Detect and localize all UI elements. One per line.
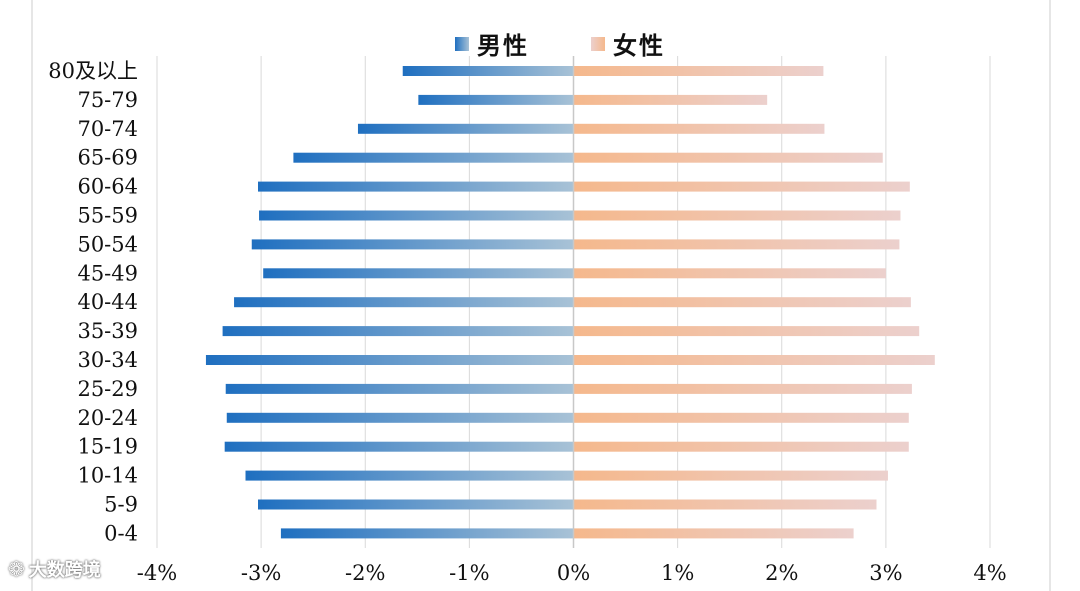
- category-label-13: 15-19: [77, 435, 138, 459]
- bar-female-13: [573, 441, 909, 452]
- x-tick-label-0: -4%: [137, 561, 177, 585]
- bar-male-3: [293, 152, 574, 163]
- labels: 80及以上 75-79 70-74 65-69 60-64 55-59 50-54 45-49…: [48, 59, 1006, 585]
- legend-item-male[interactable]: 男性: [455, 26, 529, 61]
- bar-male-1: [418, 94, 574, 105]
- category-label-0: 80及以上: [48, 59, 138, 83]
- category-label-14: 10-14: [77, 464, 138, 488]
- bar-male-15: [258, 499, 574, 510]
- bar-female-1: [573, 94, 768, 105]
- legend: 男性 女性: [455, 26, 727, 61]
- x-tick-label-6: 2%: [765, 561, 798, 585]
- bar-male-12: [226, 412, 574, 423]
- bar-male-5: [259, 210, 574, 221]
- category-label-7: 45-49: [77, 261, 138, 285]
- category-label-3: 65-69: [77, 146, 138, 170]
- bar-female-12: [573, 412, 909, 423]
- x-tick-label-8: 4%: [973, 561, 1006, 585]
- bar-male-6: [251, 239, 574, 250]
- category-label-12: 20-24: [77, 406, 138, 430]
- bar-male-0: [402, 66, 574, 76]
- bar-female-11: [573, 383, 912, 394]
- bar-female-7: [573, 268, 886, 279]
- bars: [205, 66, 935, 539]
- bar-male-2: [357, 123, 574, 134]
- bar-female-4: [573, 181, 910, 192]
- category-label-11: 25-29: [77, 377, 138, 401]
- bar-male-10: [205, 355, 574, 365]
- category-label-10: 30-34: [77, 348, 138, 372]
- bar-female-8: [573, 297, 911, 308]
- category-label-15: 5-9: [104, 493, 138, 517]
- x-tick-label-7: 3%: [869, 561, 902, 585]
- category-label-4: 60-64: [77, 175, 138, 199]
- bar-female-14: [573, 470, 888, 481]
- bar-male-7: [263, 268, 574, 279]
- category-label-6: 50-54: [77, 232, 138, 256]
- bar-female-0: [573, 66, 824, 76]
- legend-swatch-male: [455, 36, 469, 51]
- bar-female-10: [573, 355, 935, 365]
- category-label-9: 35-39: [77, 319, 138, 343]
- category-label-16: 0-4: [104, 521, 138, 545]
- bar-male-14: [245, 470, 574, 481]
- watermark: ❁ 大数跨境: [8, 556, 101, 582]
- watermark-text: 大数跨境: [28, 560, 101, 581]
- bar-male-9: [222, 326, 574, 337]
- x-tick-label-2: -2%: [345, 561, 385, 585]
- category-label-8: 40-44: [77, 290, 138, 314]
- watermark-logo-icon: ❁: [8, 557, 25, 581]
- bar-male-13: [224, 441, 574, 452]
- bar-female-6: [573, 239, 900, 250]
- bar-female-9: [573, 326, 920, 337]
- bar-male-11: [225, 383, 574, 394]
- bar-male-4: [258, 181, 574, 192]
- bar-female-2: [573, 123, 825, 134]
- right-frame-line: [1049, 0, 1051, 591]
- x-tick-label-4: 0%: [557, 561, 590, 585]
- legend-item-female[interactable]: 女性: [591, 26, 665, 61]
- bar-male-16: [280, 528, 574, 539]
- legend-swatch-female: [591, 36, 605, 51]
- x-tick-label-1: -3%: [241, 561, 281, 585]
- category-label-1: 75-79: [77, 88, 138, 112]
- bar-female-15: [573, 499, 877, 510]
- legend-label-female: 女性: [613, 32, 665, 60]
- x-tick-label-5: 1%: [661, 561, 694, 585]
- x-tick-label-3: -1%: [449, 561, 489, 585]
- bar-male-8: [234, 297, 574, 308]
- category-label-2: 70-74: [77, 117, 138, 141]
- category-label-5: 55-59: [77, 204, 138, 228]
- bar-female-16: [573, 528, 854, 539]
- legend-label-male: 男性: [477, 32, 529, 60]
- bar-female-5: [573, 210, 901, 221]
- bar-female-3: [573, 152, 883, 163]
- left-frame-line: [31, 0, 33, 591]
